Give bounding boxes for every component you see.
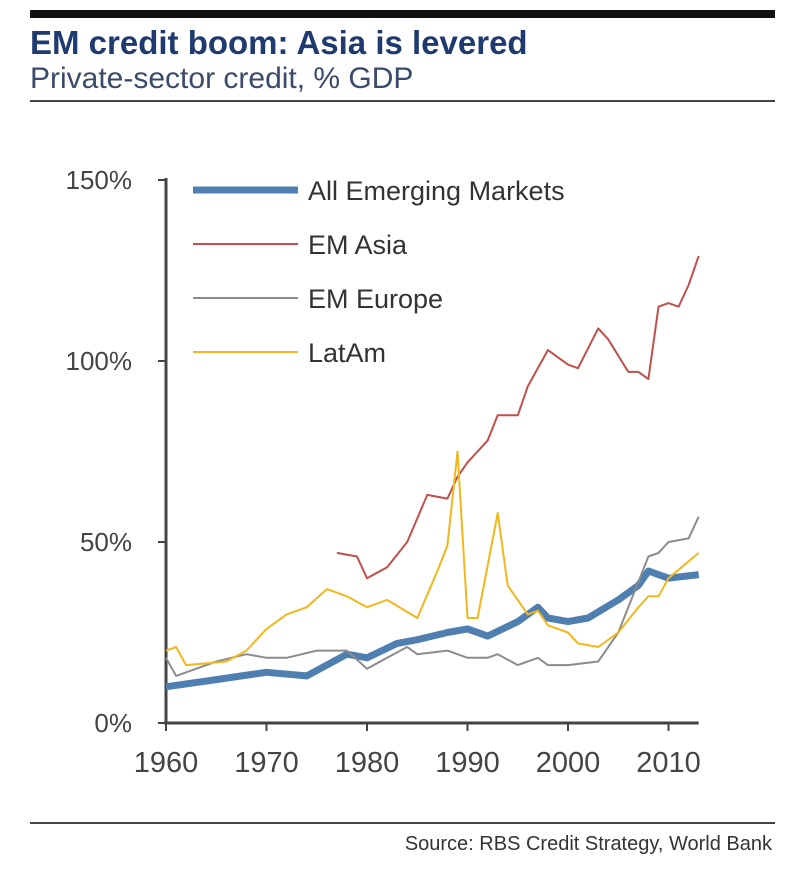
legend-label: All Emerging Markets xyxy=(308,176,565,206)
series-line-em-asia xyxy=(336,255,700,580)
series-line-latam xyxy=(165,450,700,667)
series-line-all-emerging-markets xyxy=(165,567,700,691)
divider xyxy=(30,100,775,102)
top-bar xyxy=(30,10,775,18)
y-tick-label: 0% xyxy=(94,708,132,738)
legend-label: EM Europe xyxy=(308,284,443,314)
legend-label: LatAm xyxy=(308,338,386,368)
y-tick-label: 50% xyxy=(80,527,132,557)
x-tick-label: 2000 xyxy=(536,747,601,779)
series-line-em-europe xyxy=(165,516,700,677)
divider xyxy=(30,822,775,824)
x-tick-label: 1960 xyxy=(134,747,199,779)
legend-label: EM Asia xyxy=(308,230,408,260)
x-tick-label: 2010 xyxy=(636,747,701,779)
y-tick-label: 150% xyxy=(66,165,133,195)
x-tick-label: 1970 xyxy=(234,747,299,779)
source-note: Source: RBS Credit Strategy, World Bank xyxy=(404,833,772,855)
x-tick-label: 1980 xyxy=(335,747,400,779)
x-tick-label: 1990 xyxy=(435,747,500,779)
chart-subtitle: Private-sector credit, % GDP xyxy=(30,62,414,95)
y-tick-label: 100% xyxy=(66,346,133,376)
chart-title: EM credit boom: Asia is levered xyxy=(30,24,528,61)
